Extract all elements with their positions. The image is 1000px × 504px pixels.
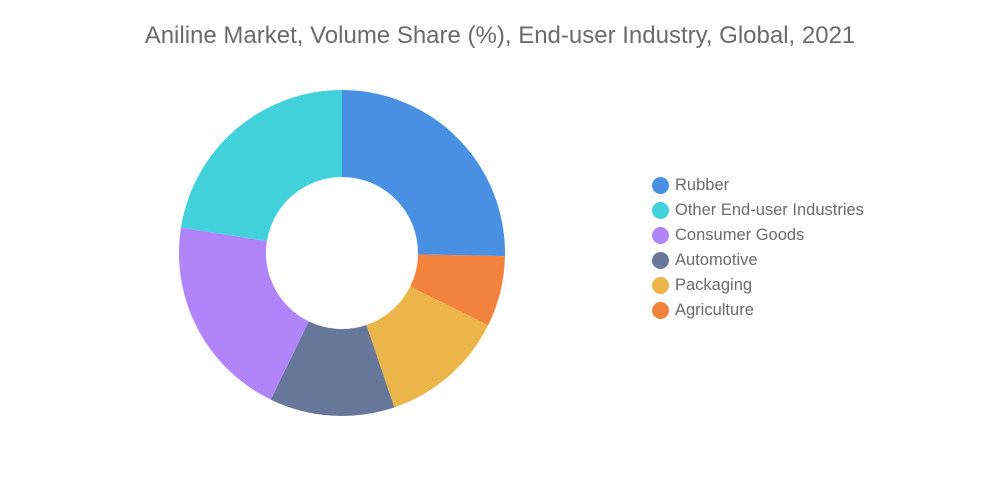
slice-other-end-user-industries <box>181 89 342 242</box>
slice-agriculture <box>410 254 505 326</box>
legend-label: Rubber <box>675 176 730 194</box>
slice-packaging <box>366 286 489 408</box>
legend-swatch <box>652 202 669 219</box>
chart-legend: Rubber Other End-user Industries Consumer … <box>652 173 864 323</box>
legend-label: Consumer Goods <box>675 226 805 244</box>
legend-item-rubber: Rubber <box>652 173 864 198</box>
legend-swatch <box>652 302 669 319</box>
legend-label: Other End-user Industries <box>675 201 864 219</box>
chart-title: Aniline Market, Volume Share (%), End-us… <box>144 22 856 49</box>
legend-swatch <box>652 227 669 244</box>
legend-label: Agriculture <box>675 301 754 319</box>
legend-swatch <box>652 177 669 194</box>
legend-label: Packaging <box>675 276 753 294</box>
legend-item-packaging: Packaging <box>652 273 864 298</box>
legend-swatch <box>652 252 669 269</box>
legend-item-other-end-user-industries: Other End-user Industries <box>652 198 864 223</box>
slice-automotive <box>270 321 395 416</box>
legend-swatch <box>652 277 669 294</box>
legend-label: Automotive <box>675 251 758 269</box>
legend-item-consumer-goods: Consumer Goods <box>652 223 864 248</box>
slice-consumer-goods <box>179 227 309 400</box>
legend-item-automotive: Automotive <box>652 248 864 273</box>
legend-item-agriculture: Agriculture <box>652 298 864 323</box>
slice-rubber <box>342 90 505 257</box>
